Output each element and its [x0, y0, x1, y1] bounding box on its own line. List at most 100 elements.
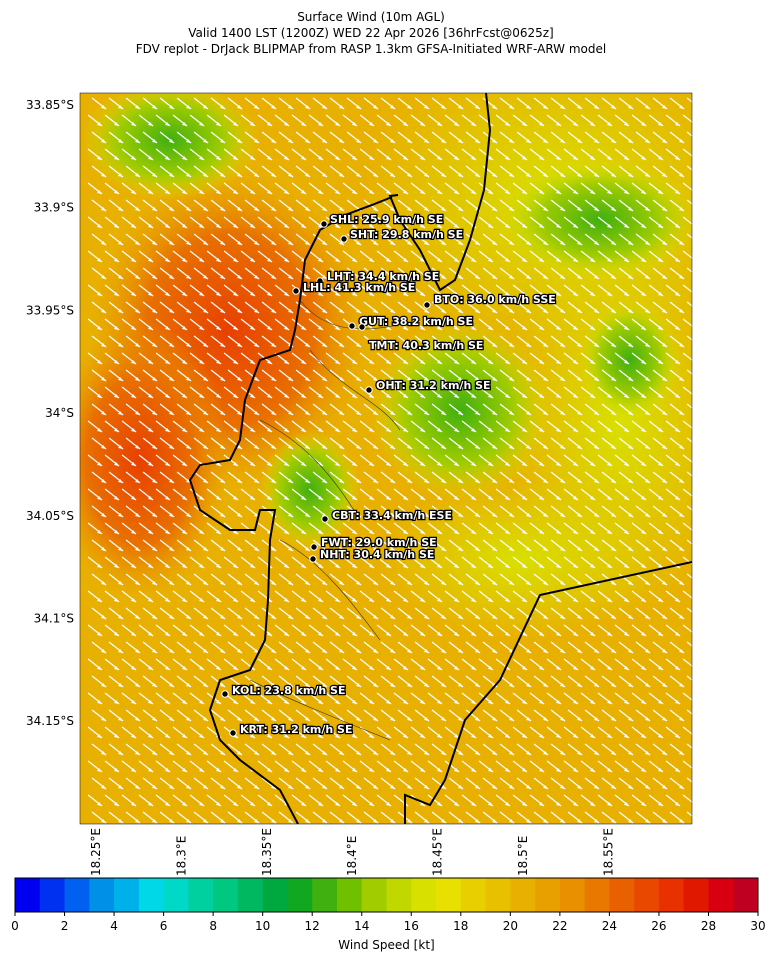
wind-arrow [649, 829, 663, 840]
wind-arrow-head [424, 683, 430, 687]
wind-arrow-head [152, 479, 158, 483]
wind-arrow-head [607, 496, 613, 500]
wind-arrow-head [692, 666, 697, 670]
wind-arrow-head [594, 785, 600, 789]
wind-arrow-head [611, 547, 617, 551]
wind-arrow [686, 471, 692, 477]
wind-arrow-head [288, 207, 294, 211]
wind-arrow-head [403, 462, 409, 466]
wind-arrow-head [692, 326, 697, 330]
wind-arrow-head [152, 309, 158, 313]
wind-arrow-head [305, 207, 311, 211]
wind-arrow-head [522, 598, 528, 602]
wind-arrow [682, 250, 692, 259]
wind-arrow [700, 353, 714, 364]
station-dot [320, 220, 328, 228]
wind-arrow-head [471, 530, 477, 534]
wind-arrow-head [492, 819, 498, 823]
wind-arrow-head [322, 139, 328, 143]
wind-arrow-head [114, 836, 119, 840]
wind-arrow-head [454, 326, 460, 330]
wind-arrow-head [199, 836, 204, 840]
wind-arrow-head [284, 734, 290, 738]
wind-arrow-head [369, 224, 375, 228]
wind-arrow-head [607, 292, 613, 296]
wind-arrow-head [152, 275, 158, 279]
wind-arrow-head [369, 564, 375, 568]
wind-arrow-head [237, 785, 243, 789]
wind-arrow-head [424, 173, 430, 177]
wind-arrow-head [237, 275, 243, 279]
wind-arrow-head [454, 292, 460, 296]
wind-arrow-head [488, 394, 494, 398]
wind-arrow-head [356, 173, 362, 177]
wind-arrow-head [373, 717, 379, 721]
wind-arrow-head [288, 377, 294, 381]
wind-arrow-head [114, 122, 120, 126]
wind-arrow-head [488, 802, 494, 806]
wind-arrow-head [131, 326, 137, 330]
wind-arrow-head [131, 360, 137, 364]
wind-arrow-head [305, 513, 311, 517]
colorbar-tick-label: 26 [651, 919, 666, 933]
wind-arrow-head [101, 819, 107, 823]
wind-arrow-head [424, 649, 430, 653]
wind-arrow-head [220, 615, 226, 619]
wind-arrow-head [352, 156, 358, 160]
wind-arrow-head [594, 309, 600, 313]
wind-arrow-head [390, 683, 396, 687]
wind-arrow-head [645, 275, 651, 279]
wind-arrow-head [441, 819, 447, 823]
wind-arrow [686, 403, 692, 409]
colorbar-swatch [287, 878, 313, 912]
wind-arrow-head [403, 700, 409, 704]
wind-arrow-head [386, 836, 391, 840]
wind-arrow-head [543, 309, 549, 313]
wind-arrow-head [203, 513, 209, 517]
wind-arrow-head [305, 343, 311, 347]
wind-arrow-head [322, 377, 328, 381]
wind-arrow-head [386, 700, 392, 704]
wind-arrow-head [696, 479, 701, 483]
wind-arrow-head [577, 241, 583, 245]
wind-arrow-head [305, 717, 311, 721]
wind-arrow-head [675, 734, 681, 738]
wind-arrow [700, 455, 714, 466]
wind-arrow-head [458, 411, 464, 415]
wind-arrow-head [539, 666, 545, 670]
wind-arrow-head [352, 428, 358, 432]
wind-arrow-head [152, 785, 158, 789]
wind-arrow-head [250, 156, 256, 160]
wind-arrow-head [250, 122, 256, 126]
wind-arrow-head [424, 513, 430, 517]
wind-arrow-head [165, 598, 171, 602]
wind-arrow-head [679, 445, 685, 449]
wind-arrow-head [458, 105, 464, 109]
colorbar-swatch [138, 878, 165, 912]
wind-arrow-head [152, 207, 158, 211]
wind-arrow-head [505, 768, 511, 772]
wind-arrow-head [216, 224, 222, 228]
wind-arrow-head [97, 564, 103, 568]
wind-arrow-head [220, 445, 226, 449]
wind-arrow-head [539, 632, 545, 636]
wind-arrow-head [662, 751, 668, 755]
wind-arrow-head [186, 241, 192, 245]
wind-arrow-head [386, 496, 392, 500]
wind-arrow-head [301, 462, 307, 466]
wind-arrow-head [543, 241, 549, 245]
wind-arrow-head [254, 547, 260, 551]
wind-arrow-head [352, 462, 358, 466]
wind-arrow-head [97, 462, 103, 466]
wind-arrow-head [335, 394, 341, 398]
wind-arrow-head [573, 530, 579, 534]
wind-arrow-head [420, 700, 426, 704]
wind-arrow-head [114, 734, 120, 738]
wind-arrow-head [692, 394, 697, 398]
wind-arrow-head [356, 377, 362, 381]
wind-arrow-head [288, 581, 294, 585]
wind-arrow-head [454, 836, 459, 840]
wind-arrow-head [148, 496, 154, 500]
wind-arrow-head [356, 139, 362, 143]
wind-arrow-head [203, 139, 209, 143]
